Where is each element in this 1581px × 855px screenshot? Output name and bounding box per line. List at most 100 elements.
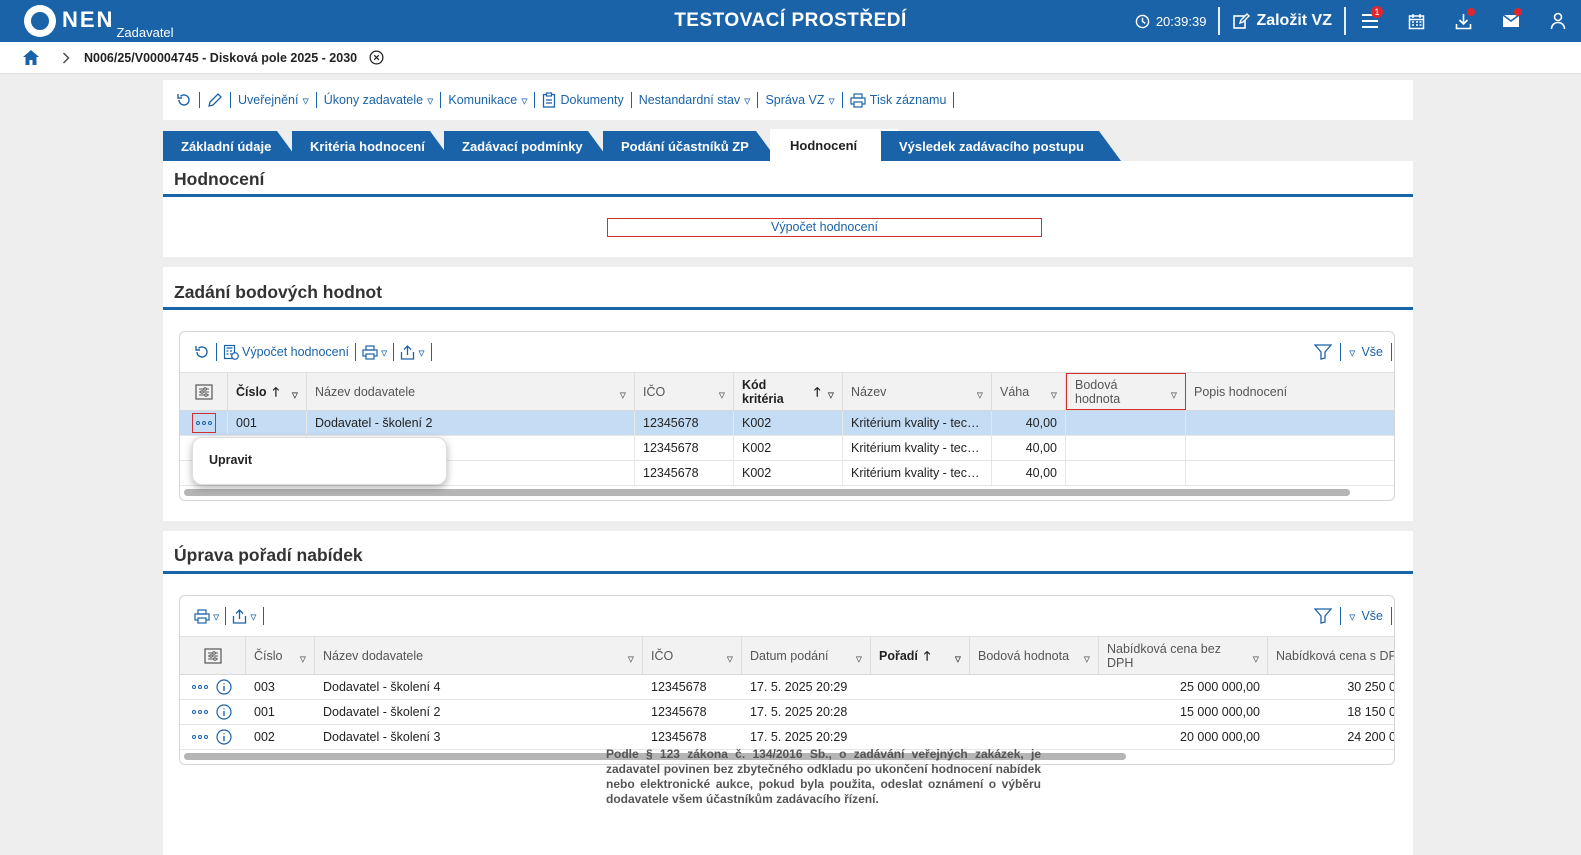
tab-zadavaci-podminky[interactable]: Zadávací podmínky: [444, 131, 610, 161]
info-icon[interactable]: [216, 704, 232, 720]
create-vz-button[interactable]: Založit VZ: [1220, 12, 1344, 30]
column-cislo[interactable]: Číslo ▿: [246, 637, 315, 674]
breadcrumb-title[interactable]: N006/25/V00004745 - Disková pole 2025 - …: [84, 50, 358, 65]
caret-down-icon: ▿: [418, 345, 425, 360]
divider: [430, 343, 432, 361]
tab-vysledek-zadavaciho-postupu[interactable]: Výsledek zadávacího postupu: [881, 131, 1121, 161]
column-poradi[interactable]: Pořadí 🡑 ▿: [871, 637, 970, 674]
divider: [393, 343, 395, 361]
table-row[interactable]: 002 Dodavatel - školení 3 12345678 17. 5…: [180, 725, 1394, 750]
vypocet-hodnoceni-button[interactable]: Výpočet hodnocení: [607, 218, 1042, 237]
column-nazev-dodavatele[interactable]: Název dodavatele ▿: [307, 373, 635, 410]
info-icon[interactable]: [216, 679, 232, 695]
tab-hodnoceni[interactable]: Hodnocení: [770, 129, 898, 161]
cell-bodova-hodnota[interactable]: [1066, 411, 1186, 435]
calendar-button[interactable]: [1393, 0, 1440, 42]
column-label: Pořadí: [879, 648, 918, 663]
download-button[interactable]: [1440, 0, 1487, 42]
tab-zakladni-udaje[interactable]: Základní údaje: [163, 131, 299, 161]
cell-cena-bez-dph: 20 000 000,00: [1180, 730, 1260, 744]
section-divider: [163, 307, 1413, 310]
column-vaha[interactable]: Váha ▿: [992, 373, 1066, 410]
column-settings-button[interactable]: [180, 373, 228, 410]
menu-tisk-zaznamu[interactable]: Tisk záznamu: [843, 92, 954, 108]
menu-komunikace[interactable]: Komunikace ▿: [441, 93, 534, 108]
dot-icon: [204, 735, 208, 739]
menu-item-upravit[interactable]: Upravit: [209, 453, 253, 467]
column-bodova-hodnota[interactable]: Bodová hodnota ▿: [970, 637, 1099, 674]
row-actions-button[interactable]: [192, 685, 208, 689]
panel-uprava-poradi-nabidek: Úprava pořadí nabídek ▿ ▿ ▿ Vše: [163, 531, 1413, 855]
column-ico[interactable]: IČO ▿: [635, 373, 734, 410]
table-row[interactable]: 003 Dodavatel - školení 4 12345678 17. 5…: [180, 675, 1394, 700]
panel-hodnoceni: Hodnocení Výpočet hodnocení: [163, 161, 1413, 257]
cell-cena-s-dph: 24 200 0: [1347, 730, 1395, 744]
cell-poradi[interactable]: [871, 700, 970, 724]
cell-popis-hodnoceni[interactable]: [1186, 436, 1394, 460]
horizontal-scrollbar[interactable]: [184, 489, 1350, 496]
view-select[interactable]: ▿ Vše: [1349, 345, 1383, 360]
menu-button[interactable]: 1: [1346, 0, 1393, 42]
table-row[interactable]: 12345678 K002 Kritérium kvality - tec… 4…: [180, 436, 1394, 461]
cell-poradi[interactable]: [871, 675, 970, 699]
refresh-icon: [177, 94, 190, 106]
dot-icon: [204, 685, 208, 689]
column-settings-button[interactable]: [180, 637, 246, 674]
user-icon: [1550, 12, 1565, 30]
column-nazev-dodavatele[interactable]: Název dodavatele ▿: [315, 637, 643, 674]
grid-vypocet-hodnoceni-button[interactable]: Výpočet hodnocení: [217, 344, 355, 360]
grid-export-button[interactable]: ▿: [226, 608, 262, 624]
row-actions-button[interactable]: [192, 710, 208, 714]
caret-down-icon: ▿: [427, 93, 434, 108]
menu-dokumenty[interactable]: Dokumenty: [535, 92, 630, 108]
cell-popis-hodnoceni[interactable]: [1186, 461, 1394, 485]
table-row[interactable]: 12345678 K002 Kritérium kvality - tec… 4…: [180, 461, 1394, 486]
column-ico[interactable]: IČO ▿: [643, 637, 742, 674]
menu-ukony-zadavatele[interactable]: Úkony zadavatele ▿: [317, 93, 441, 108]
settings-sliders-icon: [194, 383, 213, 400]
column-bodova-hodnota[interactable]: Bodová hodnota ▿: [1066, 373, 1186, 410]
column-kod-kriteria[interactable]: Kód kritéria 🡑 ▿: [734, 373, 843, 410]
user-button[interactable]: [1534, 0, 1581, 42]
menu-sprava-vz[interactable]: Správa VZ ▿: [758, 93, 841, 108]
tab-kriteria-hodnoceni[interactable]: Kritéria hodnocení: [292, 131, 452, 161]
menu-uverejneni[interactable]: Uveřejnění ▿: [231, 93, 316, 108]
cell-poradi[interactable]: [871, 725, 970, 749]
cell-bodova-hodnota[interactable]: [1066, 461, 1186, 485]
column-datum-podani[interactable]: Datum podání ▿: [742, 637, 871, 674]
home-icon[interactable]: [22, 49, 40, 66]
tab-podani-ucastniku[interactable]: Podání účastníků ZP: [603, 131, 778, 161]
table-row[interactable]: 001 Dodavatel - školení 2 12345678 17. 5…: [180, 700, 1394, 725]
menu-nestandardni-stav[interactable]: Nestandardní stav ▿: [632, 93, 758, 108]
column-nabidkova-cena-s-dph[interactable]: Nabídková cena s DF: [1268, 637, 1394, 674]
close-circle-icon[interactable]: [369, 50, 384, 65]
cell-bodova-hodnota[interactable]: [1066, 436, 1186, 460]
column-popis-hodnoceni[interactable]: Popis hodnocení: [1186, 373, 1394, 410]
dot-icon: [192, 685, 196, 689]
grid-print-button[interactable]: ▿: [356, 344, 393, 360]
row-actions-button[interactable]: [192, 735, 208, 739]
grid-refresh-button[interactable]: [188, 344, 216, 360]
column-cislo[interactable]: Číslo 🡑 ▿: [228, 373, 307, 410]
messages-button[interactable]: [1487, 0, 1534, 42]
horizontal-scrollbar[interactable]: [184, 753, 1126, 760]
filter-icon[interactable]: [1314, 344, 1333, 360]
caret-down-icon: ▿: [828, 93, 835, 108]
grid-export-button[interactable]: ▿: [394, 344, 430, 360]
table-row[interactable]: 001 Dodavatel - školení 2 12345678 K002 …: [180, 411, 1394, 436]
filter-icon[interactable]: [1314, 608, 1333, 624]
column-nazev[interactable]: Název ▿: [843, 373, 992, 410]
column-label: Bodová hodnota: [978, 648, 1070, 663]
grid-print-button[interactable]: ▿: [188, 608, 225, 624]
cell-popis-hodnoceni[interactable]: [1186, 411, 1394, 435]
caret-down-icon: ▿: [855, 651, 862, 666]
column-nabidkova-cena-bez-dph[interactable]: Nabídková cena bez DPH ▿: [1099, 637, 1268, 674]
info-icon[interactable]: [216, 729, 232, 745]
edit-button[interactable]: [200, 92, 230, 108]
refresh-button[interactable]: [169, 92, 199, 108]
row-actions-button[interactable]: [192, 413, 216, 433]
nen-logo[interactable]: NEN Zadavatel: [24, 5, 174, 40]
menu-badge: 1: [1371, 6, 1383, 18]
view-select[interactable]: ▿ Vše: [1349, 609, 1383, 624]
column-label: Váha: [1000, 384, 1030, 399]
